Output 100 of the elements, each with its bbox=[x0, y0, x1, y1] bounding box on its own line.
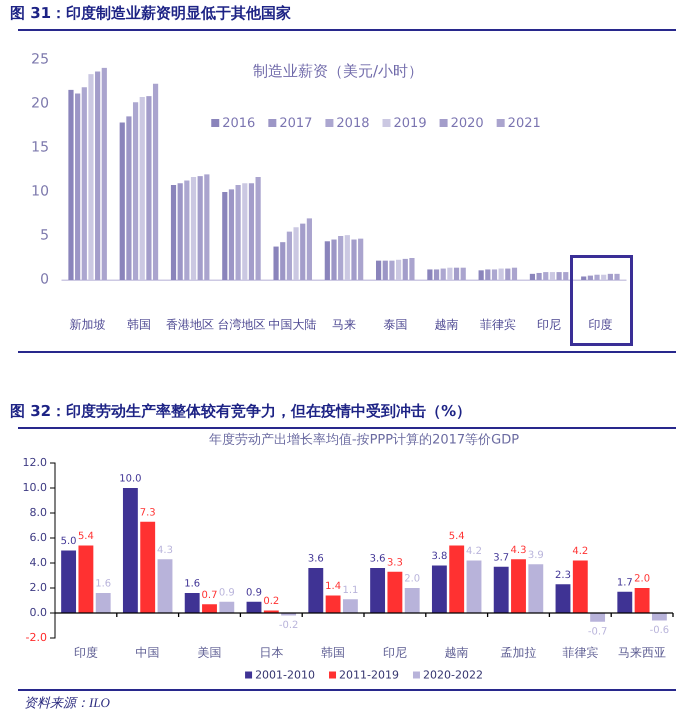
data-label: 5.4 bbox=[448, 531, 465, 542]
legend-label: 2018 bbox=[336, 116, 370, 131]
data-label: 3.6 bbox=[370, 554, 386, 565]
data-label: 3.6 bbox=[308, 554, 324, 565]
x-tick-label: 日本 bbox=[259, 645, 284, 660]
bar bbox=[184, 593, 200, 612]
bar bbox=[219, 602, 234, 612]
y-tick-label: 8.0 bbox=[30, 506, 47, 519]
chart-title: 图 31：印度制造业薪资明显低于其他国家 bbox=[10, 4, 292, 23]
legend-label: 2011-2019 bbox=[339, 668, 399, 682]
y-tick-label: 5 bbox=[40, 228, 49, 244]
bar bbox=[536, 272, 542, 280]
bar bbox=[588, 276, 593, 280]
bar bbox=[308, 568, 324, 612]
x-tick-label: 越南 bbox=[444, 645, 469, 660]
bar bbox=[324, 241, 330, 280]
bar bbox=[556, 584, 570, 612]
data-label: 5.0 bbox=[60, 536, 77, 548]
chart-subtitle: 年度劳动产出增长率均值-按PPP计算的2017等价GDP bbox=[208, 431, 520, 448]
data-label: 1.1 bbox=[342, 584, 358, 596]
bar bbox=[543, 272, 548, 280]
x-tick-label: 印尼 bbox=[537, 317, 562, 332]
data-label: 0.9 bbox=[218, 587, 235, 598]
bar bbox=[96, 593, 111, 612]
data-label: 0.9 bbox=[246, 587, 262, 598]
bar bbox=[382, 260, 388, 280]
bar bbox=[572, 560, 588, 612]
data-label: 2.0 bbox=[634, 574, 650, 585]
bar bbox=[594, 274, 600, 280]
data-label: 3.3 bbox=[386, 557, 403, 568]
data-label: 4.2 bbox=[466, 546, 482, 558]
data-label: 5.4 bbox=[78, 531, 94, 542]
y-tick-label: 4.0 bbox=[30, 556, 47, 569]
data-label: -0.7 bbox=[588, 626, 608, 638]
data-label: 0.7 bbox=[202, 590, 218, 601]
y-tick-label: 25 bbox=[31, 52, 49, 68]
bar bbox=[389, 260, 395, 280]
bar bbox=[273, 246, 279, 280]
bar bbox=[581, 276, 586, 280]
x-tick-label: 菲律宾 bbox=[562, 645, 598, 660]
x-tick-label: 中国 bbox=[136, 645, 160, 660]
y-tick-label: 0 bbox=[40, 272, 49, 288]
data-label: 4.3 bbox=[510, 544, 526, 556]
x-tick-label: 印度 bbox=[74, 645, 98, 660]
bar bbox=[286, 232, 292, 280]
bar bbox=[652, 614, 667, 620]
data-label: 0.2 bbox=[263, 596, 280, 608]
legend-label: 2019 bbox=[394, 116, 427, 131]
bar bbox=[511, 559, 526, 612]
data-label: 3.7 bbox=[493, 552, 510, 564]
bar bbox=[236, 184, 241, 280]
x-tick-label: 印尼 bbox=[382, 645, 407, 660]
bar bbox=[132, 102, 138, 280]
data-label: 3.8 bbox=[431, 551, 448, 562]
bar bbox=[246, 602, 262, 612]
legend-label: 2020 bbox=[450, 116, 484, 131]
legend-label: 2001-2010 bbox=[255, 668, 316, 682]
bar bbox=[228, 189, 234, 280]
bar bbox=[427, 269, 432, 280]
bar bbox=[78, 546, 94, 612]
legend-label: 2021 bbox=[508, 116, 541, 131]
data-label: 7.3 bbox=[140, 507, 156, 518]
y-tick-label: 10 bbox=[31, 184, 49, 200]
bar bbox=[122, 488, 138, 612]
bar bbox=[478, 270, 484, 280]
data-label: 1.4 bbox=[325, 581, 342, 592]
bar bbox=[528, 564, 544, 612]
y-tick-label: 15 bbox=[31, 140, 49, 156]
chart-title: 图 32：印度劳动生产率整体较有竞争力，但在疫情中受到冲击（%） bbox=[10, 402, 472, 421]
data-label: 1.6 bbox=[184, 578, 200, 590]
bar bbox=[338, 236, 344, 280]
x-tick-label: 孟加拉 bbox=[500, 645, 536, 660]
bar bbox=[466, 560, 482, 612]
bar bbox=[61, 550, 76, 612]
bar bbox=[530, 274, 536, 280]
bar bbox=[222, 192, 228, 280]
bar bbox=[120, 122, 125, 280]
y-tick-label: 2.0 bbox=[30, 580, 47, 594]
legend-label: 2016 bbox=[222, 116, 256, 131]
data-label: 4.3 bbox=[157, 544, 173, 556]
x-tick-label: 台湾地区 bbox=[217, 317, 266, 332]
data-label: 10.0 bbox=[119, 474, 142, 485]
bar bbox=[440, 268, 446, 280]
bar bbox=[280, 242, 286, 280]
x-tick-label: 马来 bbox=[332, 317, 356, 332]
bar bbox=[617, 592, 632, 612]
data-label: 2.0 bbox=[404, 574, 420, 585]
bar bbox=[370, 568, 386, 612]
data-label: -0.6 bbox=[650, 625, 670, 636]
data-label: 3.9 bbox=[528, 550, 544, 561]
x-tick-label: 菲律宾 bbox=[480, 317, 516, 332]
bar bbox=[492, 269, 498, 280]
bar bbox=[82, 87, 87, 280]
x-tick-label: 马来西亚 bbox=[618, 645, 666, 660]
bar bbox=[170, 184, 176, 280]
legend-label: 2017 bbox=[279, 116, 312, 131]
text: 资料来源：ILO bbox=[23, 694, 110, 712]
x-tick-label: 韩国 bbox=[126, 317, 151, 332]
x-tick-label: 中国大陆 bbox=[268, 317, 317, 332]
data-label: 4.2 bbox=[572, 546, 588, 558]
